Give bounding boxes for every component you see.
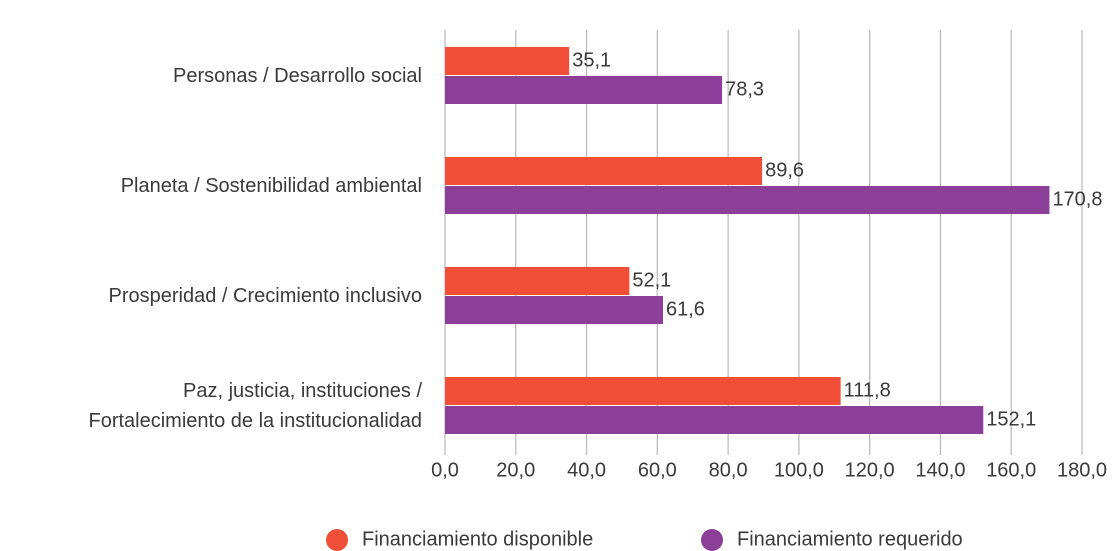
- value-label: 111,8: [844, 379, 891, 401]
- bar: [445, 186, 1050, 214]
- x-tick-label: 20,0: [496, 459, 535, 481]
- value-label: 52,1: [632, 269, 671, 291]
- legend-swatch: [701, 529, 723, 551]
- value-label: 170,8: [1052, 188, 1102, 210]
- category-label: Paz, justicia, instituciones / Fortaleci…: [88, 380, 422, 432]
- category-label: Planeta / Sostenibilidad ambiental: [120, 175, 422, 197]
- x-tick-label: 80,0: [709, 459, 748, 481]
- x-tick-label: 100,0: [774, 459, 824, 481]
- value-label: 35,1: [572, 49, 611, 71]
- bar: [445, 47, 570, 75]
- legend-swatch: [326, 529, 348, 551]
- x-tick-label: 120,0: [845, 459, 895, 481]
- bar: [445, 406, 984, 434]
- value-label: 78,3: [725, 78, 764, 100]
- bar: [445, 377, 841, 405]
- value-label: 152,1: [986, 408, 1036, 430]
- bar: [445, 76, 723, 104]
- bar: [445, 267, 630, 295]
- value-label: 89,6: [765, 159, 804, 181]
- x-tick-label: 140,0: [915, 459, 965, 481]
- category-label: Prosperidad / Crecimiento inclusivo: [108, 285, 422, 307]
- x-tick-label: 160,0: [986, 459, 1036, 481]
- legend-label: Financiamiento disponible: [362, 528, 593, 550]
- bar: [445, 157, 763, 185]
- x-tick-label: 180,0: [1057, 459, 1107, 481]
- legend-label: Financiamiento requerido: [737, 528, 963, 550]
- x-tick-label: 40,0: [567, 459, 606, 481]
- value-label: 61,6: [666, 298, 705, 320]
- category-label: Personas / Desarrollo social: [173, 65, 422, 87]
- x-tick-label: 0,0: [431, 459, 459, 481]
- bar: [445, 296, 663, 324]
- x-tick-label: 60,0: [638, 459, 677, 481]
